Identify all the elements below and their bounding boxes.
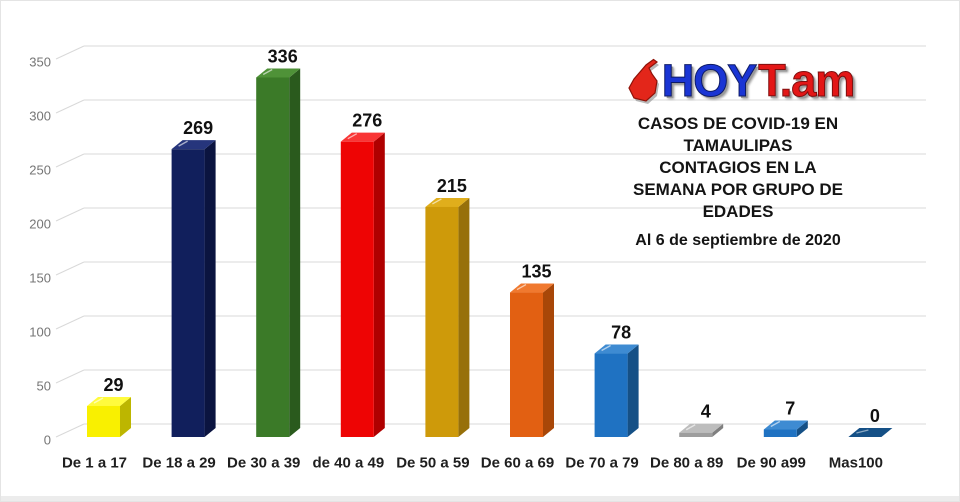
bar-side-face [289, 68, 301, 437]
bar-side-face [373, 132, 385, 437]
bar-value-label: 7 [785, 399, 795, 419]
chart-title-line: CONTAGIOS EN LA [659, 158, 817, 177]
category-label: De 70 a 79 [565, 455, 638, 472]
chart-title-line: SEMANA POR GRUPO DE [632, 180, 843, 199]
bottom-strip [1, 496, 959, 501]
category-label: De 18 a 29 [142, 455, 215, 472]
bar-top-face [763, 420, 808, 430]
bar-top-face [340, 132, 385, 142]
bar-side-face [543, 283, 554, 437]
y-axis-tick-label: 50 [37, 379, 51, 394]
bar-top-highlight [856, 429, 869, 434]
bar-top-highlight [432, 198, 442, 205]
bar-top-highlight [178, 140, 188, 147]
bar-value-label: 29 [103, 375, 123, 395]
gridline-diagonal [55, 207, 85, 222]
bar-value-label: 269 [183, 118, 213, 138]
bar [425, 206, 459, 437]
bar-value-label: 336 [268, 46, 298, 66]
bar-side-face [796, 420, 808, 437]
gridline-diagonal [55, 45, 85, 60]
bar [171, 149, 205, 438]
bar-value-label: 78 [611, 323, 631, 343]
bar-value-label: 0 [870, 406, 880, 426]
logo-text-tam: T.am [758, 55, 856, 106]
bar-top-highlight [93, 397, 104, 404]
y-axis-tick-label: 0 [44, 433, 51, 448]
bar-side-face [712, 423, 724, 437]
bar-side-face [458, 197, 470, 437]
gridline-diagonal [55, 153, 85, 168]
bar-top-highlight [516, 283, 527, 291]
bar-top-face [256, 68, 301, 78]
bar-side-face [204, 140, 216, 438]
bar-flat-zero [848, 428, 893, 437]
y-axis-tick-label: 250 [29, 163, 51, 178]
bar-top-face [171, 140, 216, 150]
category-label: Mas100 [829, 455, 883, 472]
bar-value-label: 276 [352, 111, 382, 131]
bar-top-face [87, 396, 131, 406]
bar-top-highlight [685, 424, 696, 431]
category-label: De 60 a 69 [481, 455, 554, 472]
tamaulipas-map-icon [628, 58, 659, 104]
bar-top-face [594, 344, 639, 354]
logo-text-hoy: HOY [661, 55, 758, 106]
gridline-diagonal [55, 315, 85, 330]
bar [510, 292, 543, 437]
category-label: De 80 a 89 [650, 455, 723, 472]
y-axis-tick-label: 350 [29, 55, 51, 70]
y-axis-tick-label: 300 [29, 109, 51, 124]
bar [340, 141, 374, 437]
bar-value-label: 4 [701, 402, 711, 422]
chart-title-line: EDADES [702, 202, 774, 221]
bar-top-face [679, 423, 724, 433]
category-label: de 40 a 49 [312, 455, 384, 472]
chart-date-line: Al 6 de septiembre de 2020 [635, 232, 841, 249]
hoyt-am-logo: HOY T.am [586, 53, 892, 109]
category-label: De 90 a99 [737, 455, 806, 472]
category-label: De 30 a 39 [227, 455, 300, 472]
bar-side-face [627, 344, 639, 437]
bar [679, 432, 713, 437]
y-axis-tick-label: 200 [29, 217, 51, 232]
gridline-diagonal [55, 423, 85, 438]
bar [256, 77, 290, 437]
bar-top-highlight [770, 420, 781, 428]
gridline-diagonal [55, 261, 85, 276]
chart-title-line: CASOS DE COVID-19 EN [637, 114, 839, 133]
category-label: De 1 a 17 [62, 455, 127, 472]
y-axis-tick-label: 100 [29, 325, 51, 340]
chart-title-line: TAMAULIPAS [683, 136, 793, 155]
gridline-diagonal [55, 99, 85, 114]
category-label: De 50 a 59 [396, 455, 469, 472]
gridline-diagonal [55, 369, 85, 384]
bar [763, 429, 797, 437]
bar-top-face [510, 283, 554, 293]
bar [594, 353, 628, 437]
bar [87, 405, 120, 437]
bar-side-face [120, 396, 131, 437]
bar-top-highlight [347, 133, 358, 140]
bar-value-label: 135 [521, 262, 551, 282]
bar-top-face [425, 197, 470, 207]
bar-value-label: 215 [437, 176, 467, 196]
y-axis-tick-label: 150 [29, 271, 51, 286]
chart-title-block: CASOS DE COVID-19 EN TAMAULIPAS CONTAGIO… [588, 113, 888, 251]
bar-top-highlight [262, 68, 273, 76]
bar-top-highlight [601, 344, 611, 352]
